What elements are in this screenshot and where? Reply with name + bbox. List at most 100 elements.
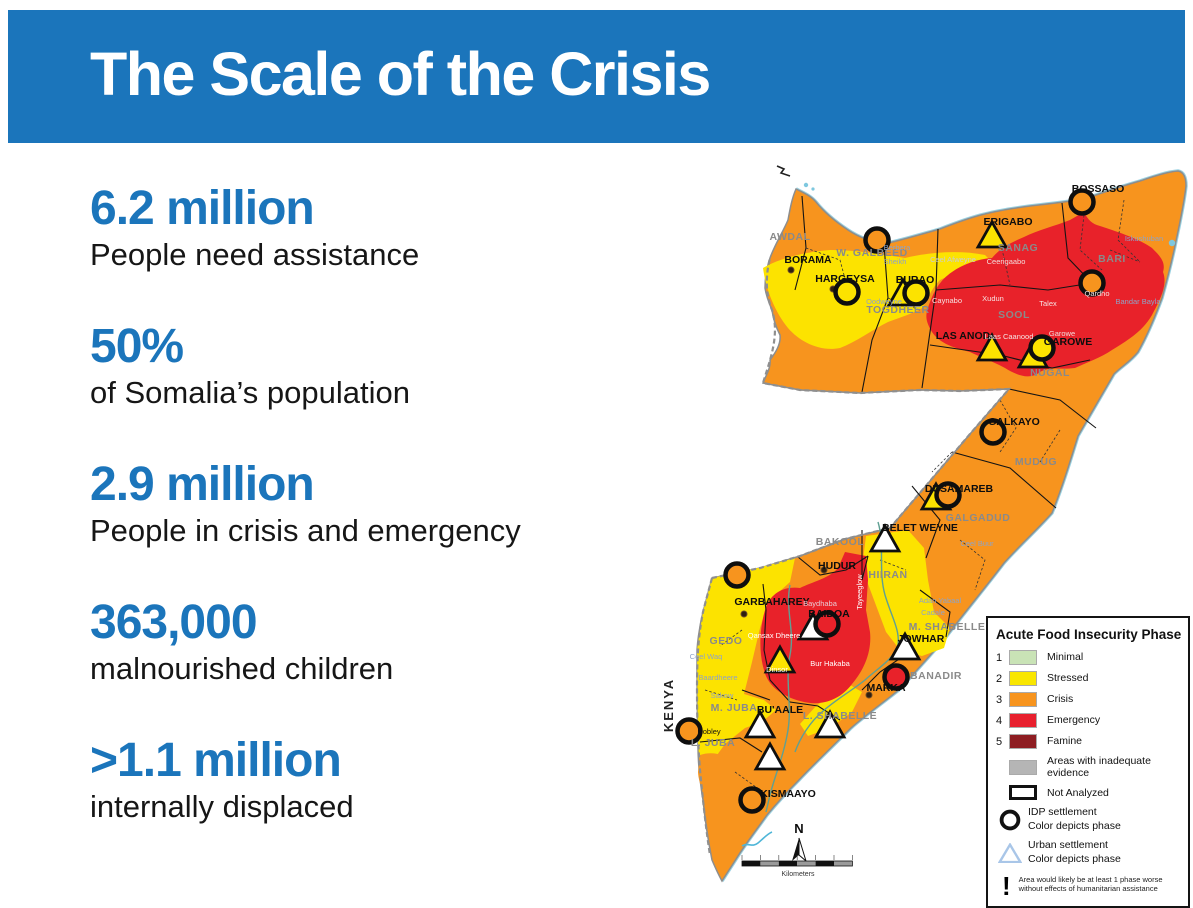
region-label: L. JUBA bbox=[691, 737, 735, 749]
region-label: BARI bbox=[1098, 253, 1126, 265]
district-label: Sheikh bbox=[884, 257, 907, 266]
city-label: HUDUR bbox=[818, 560, 856, 572]
north-arrow: N bbox=[792, 821, 807, 863]
region-label: M. SHABELLE bbox=[909, 621, 986, 633]
legend-marker-text: IDP settlement Color depicts phase bbox=[1028, 806, 1121, 833]
legend-marker-label: IDP settlement bbox=[1028, 806, 1097, 819]
city-label: BELET WEYNE bbox=[882, 522, 958, 534]
city-label: MARKA bbox=[866, 682, 905, 694]
district-label: Xudun bbox=[982, 294, 1004, 303]
idp-settlement-marker bbox=[723, 561, 751, 589]
region-border-lines bbox=[699, 195, 1097, 753]
district-label: Qansax Dheere bbox=[748, 631, 801, 640]
idp-settlement-marker bbox=[902, 279, 930, 307]
region-label: NUGAL bbox=[1030, 367, 1070, 379]
urban-settlement-marker bbox=[743, 709, 777, 739]
coast-decorations bbox=[741, 165, 1176, 847]
region-label: TOGDHEER bbox=[866, 304, 929, 316]
urban-settlement-legend-icon bbox=[998, 842, 1022, 864]
city-label: BURAO bbox=[896, 274, 935, 286]
district-label: Tayeeglow bbox=[855, 574, 864, 610]
idp-settlement-marker bbox=[979, 418, 1007, 446]
city-label: GAROWE bbox=[1044, 336, 1092, 348]
region-label: M. JUBA bbox=[711, 702, 758, 714]
region-label: GEDO bbox=[710, 635, 743, 647]
city-label: GARBAHAREY bbox=[734, 596, 809, 608]
legend-phase-number: 3 bbox=[996, 693, 1003, 706]
kenya-label: KENYA bbox=[661, 678, 676, 732]
scale-bar: Kilometers bbox=[741, 855, 853, 878]
city-label: LAS ANOD bbox=[936, 330, 991, 342]
stat-label: People in crisis and emergency bbox=[90, 513, 521, 548]
djibouti-coast-squiggle bbox=[776, 165, 791, 177]
region-label: SANAG bbox=[998, 242, 1038, 254]
district-label: Ceel Waq bbox=[690, 652, 723, 661]
idp-settlement-marker bbox=[1078, 269, 1106, 297]
stat-internally-displaced: >1.1 million internally displaced bbox=[90, 737, 354, 825]
region-label: AWDAL bbox=[770, 231, 811, 243]
legend-marker-row: IDP settlement Color depicts phase bbox=[996, 806, 1182, 833]
legend-other-row: Not Analyzed bbox=[996, 785, 1182, 801]
stat-value: 363,000 bbox=[90, 596, 258, 649]
region-label: HIIRAN bbox=[868, 569, 907, 581]
idp-settlement-marker bbox=[863, 226, 891, 254]
legend-phase-label: Emergency bbox=[1047, 714, 1101, 727]
legend-marker-sub: Color depicts phase bbox=[1028, 819, 1121, 832]
country-border-lines bbox=[695, 257, 1012, 856]
legend-phase-swatch bbox=[1009, 692, 1037, 707]
idp-settlement-marker bbox=[738, 786, 766, 814]
region-label: GALGADUD bbox=[946, 512, 1011, 524]
legend-other-swatch bbox=[1009, 785, 1037, 801]
legend-other-row: Areas with inadequate evidence bbox=[996, 755, 1182, 779]
city-label: BAIDOA bbox=[808, 608, 850, 620]
legend-phase-row: 1 Minimal bbox=[996, 650, 1182, 665]
region-label: BANADIR bbox=[910, 670, 962, 682]
scale-units-label: Kilometers bbox=[781, 871, 815, 878]
stat-crisis-emergency: 2.9 million People in crisis and emergen… bbox=[90, 461, 521, 549]
idp-settlement-marker bbox=[675, 717, 703, 745]
stat-label: internally displaced bbox=[90, 789, 354, 824]
district-label: Cadale bbox=[921, 608, 945, 617]
legend-other-label: Areas with inadequate evidence bbox=[1047, 755, 1151, 780]
idp-settlement-marker bbox=[1028, 334, 1056, 362]
legend-phase-swatch bbox=[1009, 650, 1037, 665]
legend-phase-number: 5 bbox=[996, 735, 1003, 748]
stat-malnourished-children: 363,000 malnourished children bbox=[90, 599, 393, 687]
legend-other-swatch bbox=[1009, 759, 1037, 775]
city-label: KISMAAYO bbox=[760, 788, 816, 800]
legend-phase-swatch bbox=[1009, 734, 1037, 749]
region-label: SOOL bbox=[998, 309, 1030, 321]
urban-settlement-marker bbox=[975, 332, 1009, 362]
urban-settlement-marker bbox=[975, 219, 1009, 249]
map-legend: Acute Food Insecurity Phase 1 Minimal 2 Str… bbox=[986, 616, 1190, 908]
district-label: Bandar Bayla bbox=[1115, 297, 1161, 306]
district-label: Ceerigaabo bbox=[987, 257, 1026, 266]
region-label: BAKOOL bbox=[816, 536, 865, 548]
district-label: Dinsor bbox=[766, 665, 788, 674]
stat-population-share: 50% of Somalia’s population bbox=[90, 323, 410, 411]
legend-phase-row: 4 Emergency bbox=[996, 713, 1182, 728]
town-dot bbox=[740, 610, 748, 618]
stat-value: >1.1 million bbox=[90, 734, 342, 787]
legend-phase-label: Minimal bbox=[1047, 651, 1084, 664]
district-label: Adan Yabaal bbox=[919, 596, 962, 605]
city-label: ERIGABO bbox=[983, 216, 1032, 228]
legend-other-label: Not Analyzed bbox=[1047, 786, 1109, 799]
shabelle-river bbox=[794, 521, 900, 753]
legend-marker-sub: Color depicts phase bbox=[1028, 853, 1121, 866]
region-label: L. SHABELLE bbox=[803, 710, 877, 722]
town-dot bbox=[787, 266, 795, 274]
region-label: MUDUG bbox=[1015, 456, 1057, 468]
legend-marker-row: Urban settlement Color depicts phase bbox=[996, 839, 1182, 866]
legend-phase-number: 1 bbox=[996, 651, 1003, 664]
legend-phase-label: Crisis bbox=[1047, 693, 1074, 706]
idp-settlement-marker bbox=[934, 481, 962, 509]
stat-label: of Somalia’s population bbox=[90, 375, 410, 410]
city-label: GALKAYO bbox=[988, 416, 1040, 428]
city-label: JOWHAR bbox=[898, 633, 945, 645]
legend-phase-label: Stressed bbox=[1047, 672, 1089, 685]
district-label: Bur Hakaba bbox=[810, 659, 850, 668]
city-label: DUSAMAREB bbox=[925, 483, 994, 495]
legend-marker-label: Urban settlement bbox=[1028, 839, 1108, 852]
